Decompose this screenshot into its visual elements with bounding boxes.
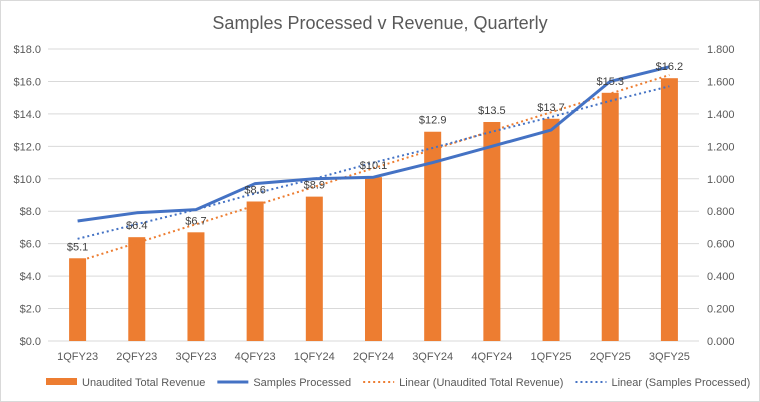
chart-title: Samples Processed v Revenue, Quarterly bbox=[212, 13, 547, 33]
revenue-bar bbox=[305, 196, 323, 341]
revenue-bar bbox=[660, 78, 678, 341]
y-right-tick-label: 0.800 bbox=[707, 206, 735, 218]
revenue-trendline bbox=[77, 74, 670, 263]
revenue-data-label: $13.7 bbox=[537, 102, 565, 114]
legend-label: Linear (Unaudited Total Revenue) bbox=[399, 377, 563, 389]
revenue-bar bbox=[187, 232, 205, 341]
legend-label: Unaudited Total Revenue bbox=[82, 377, 205, 389]
legend: Unaudited Total Revenue Samples Processed… bbox=[46, 377, 750, 389]
revenue-bar bbox=[365, 177, 382, 341]
y-right-tick-label: 1.800 bbox=[707, 44, 735, 56]
y-left-tick-label: $12.0 bbox=[13, 141, 41, 153]
revenue-data-label: $10.1 bbox=[360, 160, 388, 172]
x-tick-label: 2QFY25 bbox=[590, 351, 631, 363]
revenue-bar bbox=[601, 92, 619, 341]
y-right-tick-label: 1.600 bbox=[707, 76, 735, 88]
data-labels: $5.1 $6.4 $6.7 $8.6 $8.9 $10.1 $12.9 $13.5 $13.7… bbox=[67, 61, 683, 253]
revenue-data-label: $6.7 bbox=[185, 215, 206, 227]
legend-label: Samples Processed bbox=[253, 377, 351, 389]
y-right-tick-label: 0.200 bbox=[707, 304, 735, 316]
revenue-data-label: $6.4 bbox=[126, 220, 147, 232]
revenue-data-label: $15.3 bbox=[596, 76, 624, 88]
revenue-data-label: $5.1 bbox=[67, 241, 88, 253]
x-tick-label: 3QFY24 bbox=[412, 351, 453, 363]
x-tick-label: 1QFY23 bbox=[57, 351, 98, 363]
revenue-bar bbox=[69, 258, 87, 341]
y-right-tick-label: 0.400 bbox=[707, 271, 735, 283]
x-tick-label: 3QFY25 bbox=[649, 351, 690, 363]
y-right-tick-label: 0.600 bbox=[707, 239, 735, 251]
x-tick-label: 2QFY23 bbox=[116, 351, 157, 363]
legend-label: Linear (Samples Processed) bbox=[611, 377, 750, 389]
x-tick-label: 1QFY24 bbox=[294, 351, 335, 363]
revenue-bar bbox=[542, 118, 560, 341]
x-tick-label: 3QFY23 bbox=[175, 351, 216, 363]
samples-processed-line bbox=[77, 65, 670, 223]
revenue-data-label: $8.6 bbox=[244, 184, 265, 196]
legend-swatch bbox=[46, 378, 77, 385]
revenue-bar bbox=[246, 201, 264, 341]
y-right-tick-label: 1.200 bbox=[707, 141, 735, 153]
axes: $0.0 $2.0 $4.0 $6.0 $8.0 $10.0 $12.0 $14.0 $16.0… bbox=[13, 44, 734, 363]
x-tick-label: 1QFY25 bbox=[531, 351, 572, 363]
x-tick-label: 2QFY24 bbox=[353, 351, 394, 363]
x-tick-label: 4QFY23 bbox=[235, 351, 276, 363]
lines-layer bbox=[77, 65, 670, 263]
y-left-tick-label: $0.0 bbox=[20, 336, 41, 348]
x-tick-label: 4QFY24 bbox=[471, 351, 512, 363]
revenue-bars bbox=[69, 78, 678, 341]
y-left-tick-label: $4.0 bbox=[20, 271, 41, 283]
revenue-bar bbox=[128, 237, 146, 341]
revenue-bar bbox=[483, 122, 501, 341]
revenue-data-label: $12.9 bbox=[419, 115, 447, 127]
y-left-tick-label: $14.0 bbox=[13, 109, 41, 121]
y-left-tick-label: $18.0 bbox=[13, 44, 41, 56]
revenue-data-label: $13.5 bbox=[478, 105, 506, 117]
y-left-tick-label: $16.0 bbox=[13, 76, 41, 88]
y-left-tick-label: $2.0 bbox=[20, 304, 41, 316]
samples-trendline bbox=[77, 85, 670, 240]
revenue-bar bbox=[424, 131, 442, 341]
y-right-tick-label: 1.000 bbox=[707, 174, 735, 186]
y-right-tick-label: 1.400 bbox=[707, 109, 735, 121]
y-left-tick-label: $10.0 bbox=[13, 174, 41, 186]
y-left-tick-label: $8.0 bbox=[20, 206, 41, 218]
y-left-tick-label: $6.0 bbox=[20, 239, 41, 251]
y-right-tick-label: 0.000 bbox=[707, 336, 735, 348]
revenue-data-label: $16.2 bbox=[656, 61, 684, 73]
revenue-data-label: $8.9 bbox=[304, 180, 325, 192]
